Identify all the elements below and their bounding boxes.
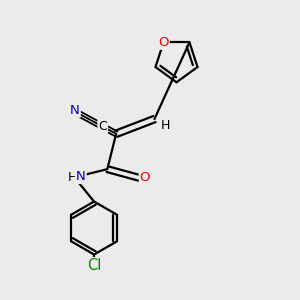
Text: Cl: Cl [87,258,101,273]
Text: N: N [70,104,80,117]
Text: O: O [158,36,169,49]
Text: H: H [161,119,170,132]
Text: O: O [140,172,150,184]
Text: C: C [98,120,107,133]
Text: N: N [76,170,86,183]
Text: H: H [67,172,77,184]
